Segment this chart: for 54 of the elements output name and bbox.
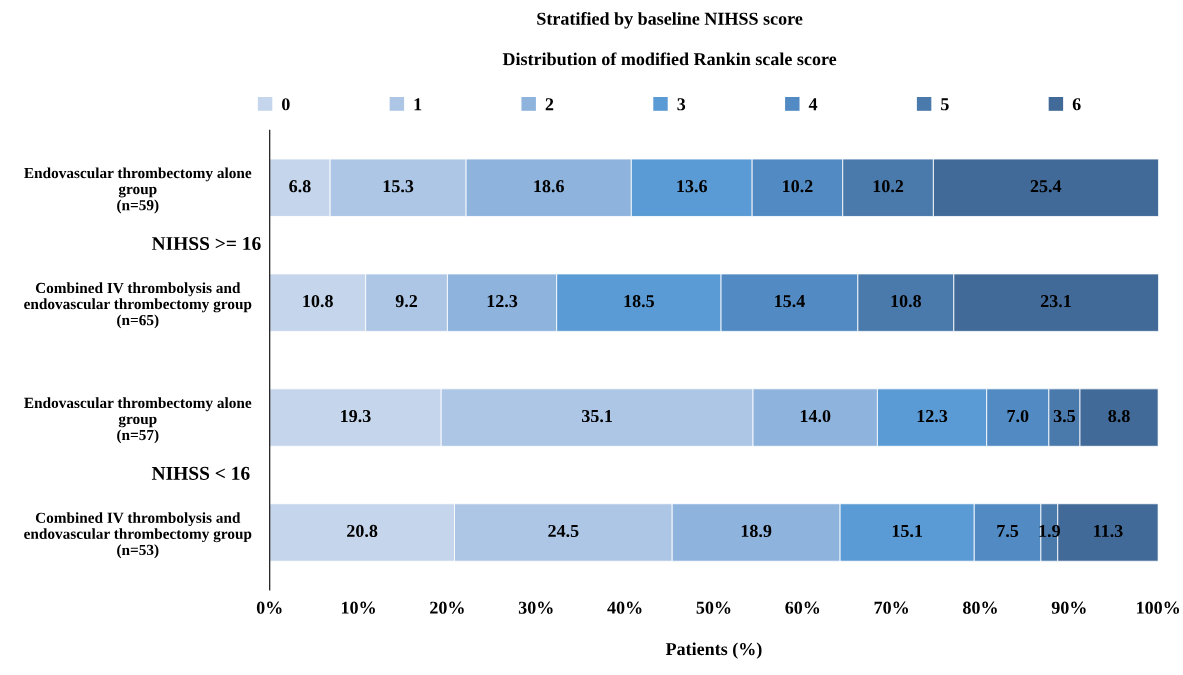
x-tick-label: 60% (785, 601, 820, 614)
data-label: 10.2 (783, 180, 813, 193)
data-label: 15.4 (775, 295, 805, 308)
data-label: 10.2 (873, 180, 904, 193)
y-tick-label: Combined IV thrombolysis and endovascular thrombectomy group (n=53) (24, 512, 252, 559)
data-label: 15.3 (383, 180, 414, 193)
x-axis-title: Patients (%) (665, 642, 762, 659)
chart-title: Stratified by baseline NIHSS score (537, 11, 803, 29)
data-label: 13.6 (677, 180, 707, 193)
x-tick-label: 20% (430, 601, 464, 614)
data-label: 7.5 (997, 525, 1019, 538)
legend-label: 2 (545, 98, 554, 111)
legend-label: 4 (808, 98, 818, 111)
data-label: 23.1 (1040, 295, 1071, 308)
x-tick-label: 0% (256, 601, 282, 614)
x-tick-label: 10% (341, 601, 375, 614)
x-tick-label: 50% (696, 601, 731, 614)
x-tick-label: 100% (1137, 601, 1180, 614)
legend-label: 6 (1072, 98, 1081, 111)
data-label: 24.5 (548, 524, 579, 538)
legend-label: 3 (677, 98, 686, 111)
data-label: 35.1 (581, 409, 612, 423)
data-label: 10.8 (303, 294, 333, 308)
data-label: 6.8 (289, 180, 311, 193)
x-tick-label: 90% (1051, 601, 1086, 614)
data-label: 8.8 (1108, 409, 1130, 423)
x-tick-label: 30% (518, 601, 553, 614)
x-tick-label: 40% (607, 601, 642, 614)
legend-label: 0 (282, 98, 290, 111)
y-tick-label: Endovascular thrombectomy alone group (n=57) (24, 397, 252, 444)
data-label: 18.6 (534, 180, 564, 193)
text: NIHSS < 16 (151, 466, 250, 480)
y-tick-label: Endovascular thrombectomy alone group (n=59) (24, 167, 252, 214)
data-label: 7.0 (1007, 409, 1029, 423)
text: NIHSS >= 16 (151, 236, 261, 251)
data-label: 19.3 (341, 409, 371, 423)
data-label: 18.5 (624, 294, 655, 308)
x-tick-label: 80% (963, 601, 997, 614)
x-tick-label: 70% (874, 601, 908, 614)
data-label: 12.3 (917, 409, 948, 423)
data-label: 20.8 (347, 524, 378, 538)
data-label: 14.0 (800, 409, 831, 423)
legend-label: 5 (941, 98, 949, 111)
data-label: 3.5 (1053, 409, 1076, 423)
chart-subtitle: Distribution of modified Rankin scale score (502, 52, 837, 66)
data-label: 18.9 (741, 524, 772, 538)
data-label: 11.3 (1094, 524, 1123, 538)
data-label: 10.8 (891, 294, 922, 308)
legend-label: 1 (414, 98, 422, 111)
data-label: 9.2 (395, 295, 418, 308)
y-tick-label: Combined IV thrombolysis and endovascular thrombectomy group (n=65) (24, 282, 252, 329)
data-label: 15.1 (892, 524, 923, 538)
data-label: 25.4 (1030, 180, 1062, 193)
data-label: 12.3 (487, 295, 518, 308)
